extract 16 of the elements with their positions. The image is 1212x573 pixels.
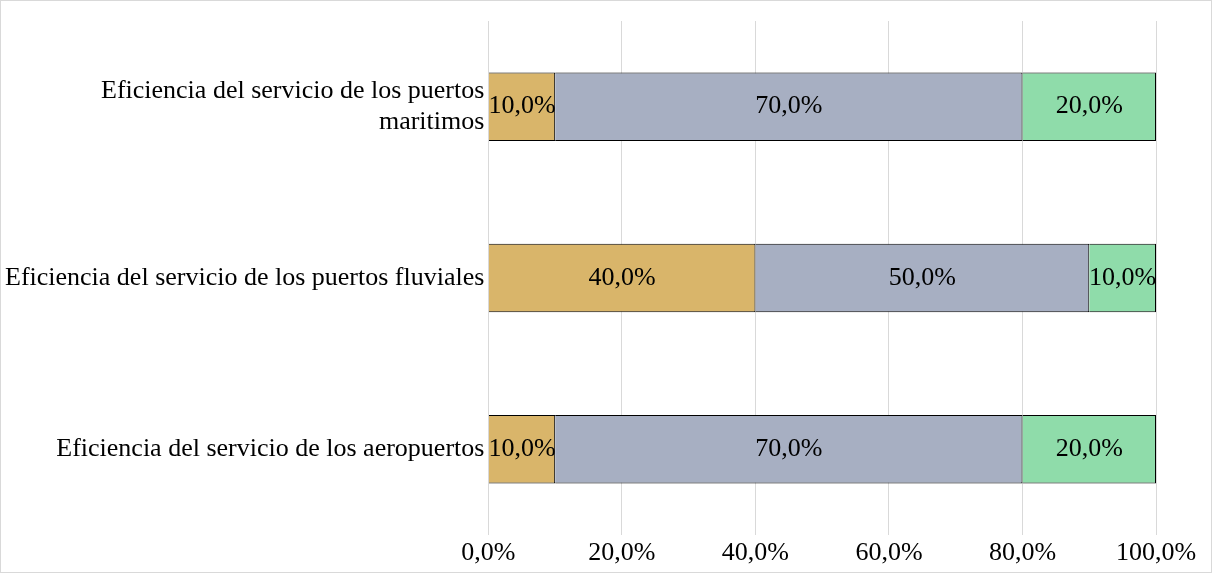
x-tick-label: 60,0% bbox=[855, 537, 923, 567]
data-label: 10,0% bbox=[1089, 261, 1157, 291]
data-label: 70,0% bbox=[755, 90, 823, 120]
data-label: 20,0% bbox=[1055, 90, 1123, 120]
x-tick-label: 20,0% bbox=[588, 537, 656, 567]
data-label: 40,0% bbox=[588, 261, 656, 291]
data-label: 20,0% bbox=[1055, 432, 1123, 462]
x-tick-label: 80,0% bbox=[988, 537, 1057, 567]
x-tick-label: 40,0% bbox=[721, 537, 790, 567]
x-tick-label: 0,0% bbox=[461, 537, 516, 567]
x-tick-label: 100,0% bbox=[1115, 537, 1197, 567]
y-tick-label: Eficiencia del servicio de los aeropuertos bbox=[56, 432, 485, 462]
y-tick-label: Eficiencia del servicio de los puertos fluviales bbox=[5, 261, 485, 291]
y-tick-label: Eficiencia del servicio de los puertos maritimos bbox=[101, 74, 485, 136]
data-label: 50,0% bbox=[888, 261, 956, 291]
data-label: 70,0% bbox=[755, 432, 823, 462]
